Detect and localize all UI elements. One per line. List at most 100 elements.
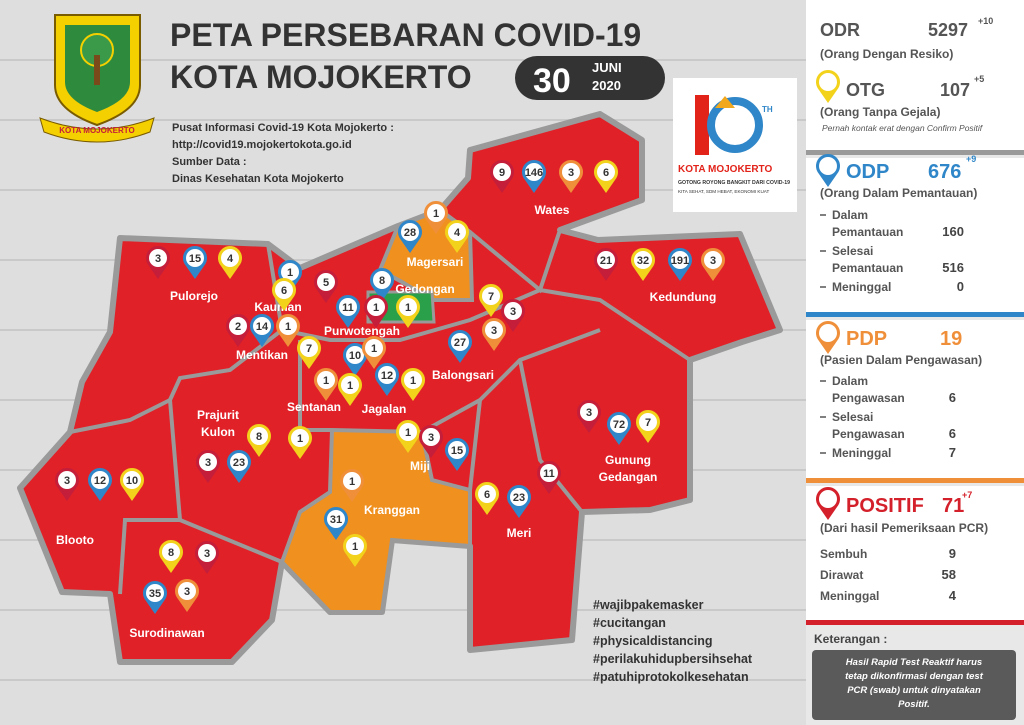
pin-center	[229, 317, 247, 335]
pin-count: 6	[603, 167, 609, 179]
pin-count: 1	[433, 208, 439, 220]
city-emblem: KOTA MOJOKERTO	[39, 14, 155, 143]
pin: 1	[364, 295, 389, 328]
pdp-description: (Pasien Dalam Pengawasan)	[820, 353, 982, 367]
item-label: Dalam	[832, 208, 868, 222]
odp-label: ODP	[846, 161, 889, 183]
pin-center	[230, 453, 248, 471]
info-center: Pusat Informasi Covid-19 Kota Mojokerto …	[172, 122, 394, 134]
pin: 10	[343, 343, 368, 376]
pin-center	[281, 263, 299, 281]
odr-description: (Orang Dengan Resiko)	[820, 47, 953, 61]
pin: 28	[398, 220, 422, 253]
pin-count: 1	[373, 302, 379, 314]
pin	[816, 487, 840, 520]
pin	[816, 154, 840, 187]
pin-count: 9	[499, 167, 505, 179]
pin: 4	[218, 246, 243, 279]
pin-center	[422, 428, 440, 446]
item-value: 516	[942, 260, 964, 275]
date-year: 2020	[592, 78, 621, 93]
region-name: Magersari	[407, 255, 464, 269]
pin: 5	[314, 270, 338, 303]
item-value: 7	[949, 445, 956, 460]
pin: 1	[343, 534, 367, 567]
pin: 3	[700, 248, 725, 281]
pin-center	[504, 302, 522, 320]
pin-count: 1	[371, 343, 377, 355]
odr-label: ODR	[820, 20, 860, 40]
note-line: Hasil Rapid Test Reaktif harus	[846, 657, 982, 668]
pin-center	[327, 510, 345, 528]
odr-change: +10	[978, 16, 993, 26]
note-line: tetap dikonfirmasi dengan test	[845, 671, 984, 682]
item-label: Dirawat	[820, 568, 863, 582]
pin: 21	[594, 248, 618, 281]
pin-count: 35	[149, 588, 161, 600]
date-badge	[515, 56, 665, 100]
pin-center	[58, 471, 76, 489]
pin-count: 8	[379, 275, 385, 287]
hashtag: #patuhiprotokolkesehatan	[593, 670, 749, 684]
anniversary-tagline: GOTONG ROYONG BANGKIT DARI COVID-19	[678, 180, 790, 186]
pin-center	[279, 317, 297, 335]
pin-count: 3	[510, 306, 516, 318]
pin-center	[198, 544, 216, 562]
pin-center	[91, 471, 109, 489]
info-source: Dinas Kesehatan Kota Mojokerto	[172, 173, 344, 185]
item-label: Pemantauan	[832, 225, 903, 239]
pin-center	[343, 472, 361, 490]
region-name: Jagalan	[362, 402, 407, 416]
pin: 3	[559, 160, 583, 193]
pin-count: 191	[671, 255, 689, 267]
pin: 23	[507, 485, 531, 518]
pin-count: 1	[285, 321, 291, 333]
pdp-label: PDP	[846, 328, 887, 350]
pin-center	[162, 543, 180, 561]
region-name: Balongsari	[432, 368, 494, 382]
note-title: Keterangan :	[814, 632, 887, 646]
pin-count: 10	[349, 350, 361, 362]
pin-count: 7	[306, 343, 312, 355]
pin-count: 1	[347, 380, 353, 392]
pin: 12	[375, 363, 400, 396]
otg-label: OTG	[846, 80, 885, 100]
pin: 3	[196, 450, 220, 483]
pin-count: 23	[513, 492, 525, 504]
anniversary-logo: TH KOTA MOJOKERTO GOTONG ROYONG BANGKIT …	[673, 78, 797, 212]
pdp-value: 19	[940, 328, 962, 350]
pin-center	[478, 485, 496, 503]
title: PETA PERSEBARAN COVID-19	[170, 17, 641, 53]
pin-count: 146	[525, 167, 543, 179]
otg-change: +5	[974, 74, 984, 84]
pin-count: 15	[189, 253, 201, 265]
hashtag: #cucitangan	[593, 616, 666, 630]
pin-center	[639, 413, 657, 431]
pin-count: 1	[323, 375, 329, 387]
pin: 12	[88, 468, 112, 501]
pin: 72	[607, 412, 631, 445]
pin-center	[404, 371, 422, 389]
pin: 191	[668, 248, 692, 281]
info-url: http://covid19.mojokertokota.go.id	[172, 139, 352, 151]
pin: 1	[276, 314, 300, 347]
pin-count: 3	[710, 255, 716, 267]
region-name: Kranggan	[364, 503, 420, 517]
pin: 15	[183, 246, 207, 279]
pin-center	[510, 488, 528, 506]
region-name: Kulon	[201, 425, 235, 439]
pin-count: 3	[586, 407, 592, 419]
pin-center	[485, 321, 503, 339]
pin: 8	[159, 540, 183, 573]
pin-count: 12	[381, 370, 393, 382]
date-month: JUNI	[592, 60, 622, 75]
otg-value: 107	[940, 80, 970, 100]
odr-value: 5297	[928, 20, 968, 40]
pin-count: 1	[410, 375, 416, 387]
pin: 1	[314, 368, 338, 401]
region-name: Gunung	[605, 453, 651, 467]
note-line: Positif.	[898, 699, 930, 710]
pin-count: 3	[64, 475, 70, 487]
map: Wates Magersari Gedongan Kedundung Pulorejo K…	[17, 111, 783, 665]
pin-center	[671, 251, 689, 269]
